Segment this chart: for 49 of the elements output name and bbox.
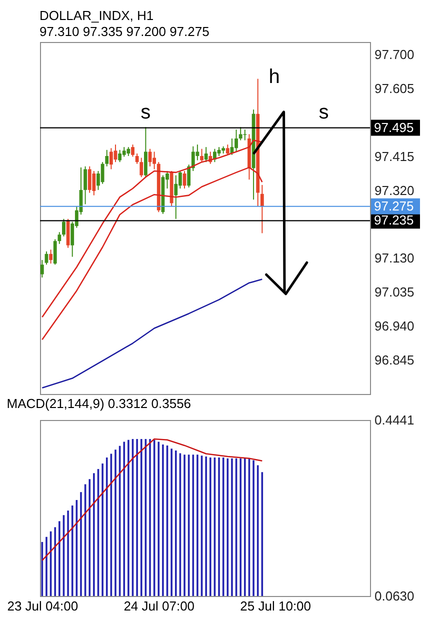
y-tick-label: 0.0630 xyxy=(374,588,414,604)
chart-title: MACD(21,144,9) 0.3312 0.3556 xyxy=(6,396,192,411)
candlestick xyxy=(118,149,122,163)
candlestick xyxy=(140,157,144,178)
chart-subtitle: 97.310 97.335 97.200 97.275 xyxy=(39,24,210,39)
candlestick xyxy=(62,218,66,237)
candlestick xyxy=(122,146,126,158)
candlestick xyxy=(191,146,195,172)
candlestick xyxy=(204,146,208,163)
candlestick xyxy=(58,232,62,244)
candlestick xyxy=(135,152,139,164)
ref-line-label: 97.495 xyxy=(374,120,414,135)
candlestick xyxy=(49,249,52,264)
candlestick xyxy=(238,126,242,141)
y-tick-label: 0.4441 xyxy=(374,412,414,428)
candlestick xyxy=(226,144,230,156)
candlestick xyxy=(109,148,113,170)
x-tick-label: 25 Jul 10:00 xyxy=(240,598,312,614)
candlestick xyxy=(234,129,238,152)
annotation: h xyxy=(268,66,280,88)
chart-title: DOLLAR_INDX, H1 xyxy=(39,8,154,23)
candlestick xyxy=(88,166,92,194)
candlestick xyxy=(105,149,109,167)
y-tick-label: 97.415 xyxy=(374,148,414,164)
candlestick xyxy=(144,126,148,178)
annotation: s xyxy=(140,101,151,124)
annotation: s xyxy=(318,101,329,124)
y-tick-label: 97.700 xyxy=(374,47,414,62)
y-tick-label: 97.605 xyxy=(374,80,414,96)
x-tick-label: 23 Jul 04:00 xyxy=(7,598,78,614)
candlestick xyxy=(92,170,96,196)
candlestick xyxy=(260,184,264,234)
y-tick-label: 96.940 xyxy=(374,318,414,334)
y-tick-label: 96.845 xyxy=(374,352,414,368)
ref-line-label: 97.275 xyxy=(374,198,414,214)
candlestick xyxy=(84,166,87,205)
y-tick-label: 97.035 xyxy=(374,284,414,300)
candlestick xyxy=(243,129,247,141)
candlestick xyxy=(187,164,191,188)
candlestick xyxy=(131,144,134,158)
candlestick xyxy=(174,174,178,220)
candlestick xyxy=(53,238,57,266)
y-tick-label: 97.130 xyxy=(374,250,414,266)
ref-line-label: 97.235 xyxy=(374,212,414,228)
candlestick xyxy=(40,259,44,278)
candlestick xyxy=(152,151,156,170)
candlestick xyxy=(200,148,204,163)
x-tick-label: 24 Jul 07:00 xyxy=(124,598,195,614)
y-tick-label: 97.320 xyxy=(374,182,414,198)
